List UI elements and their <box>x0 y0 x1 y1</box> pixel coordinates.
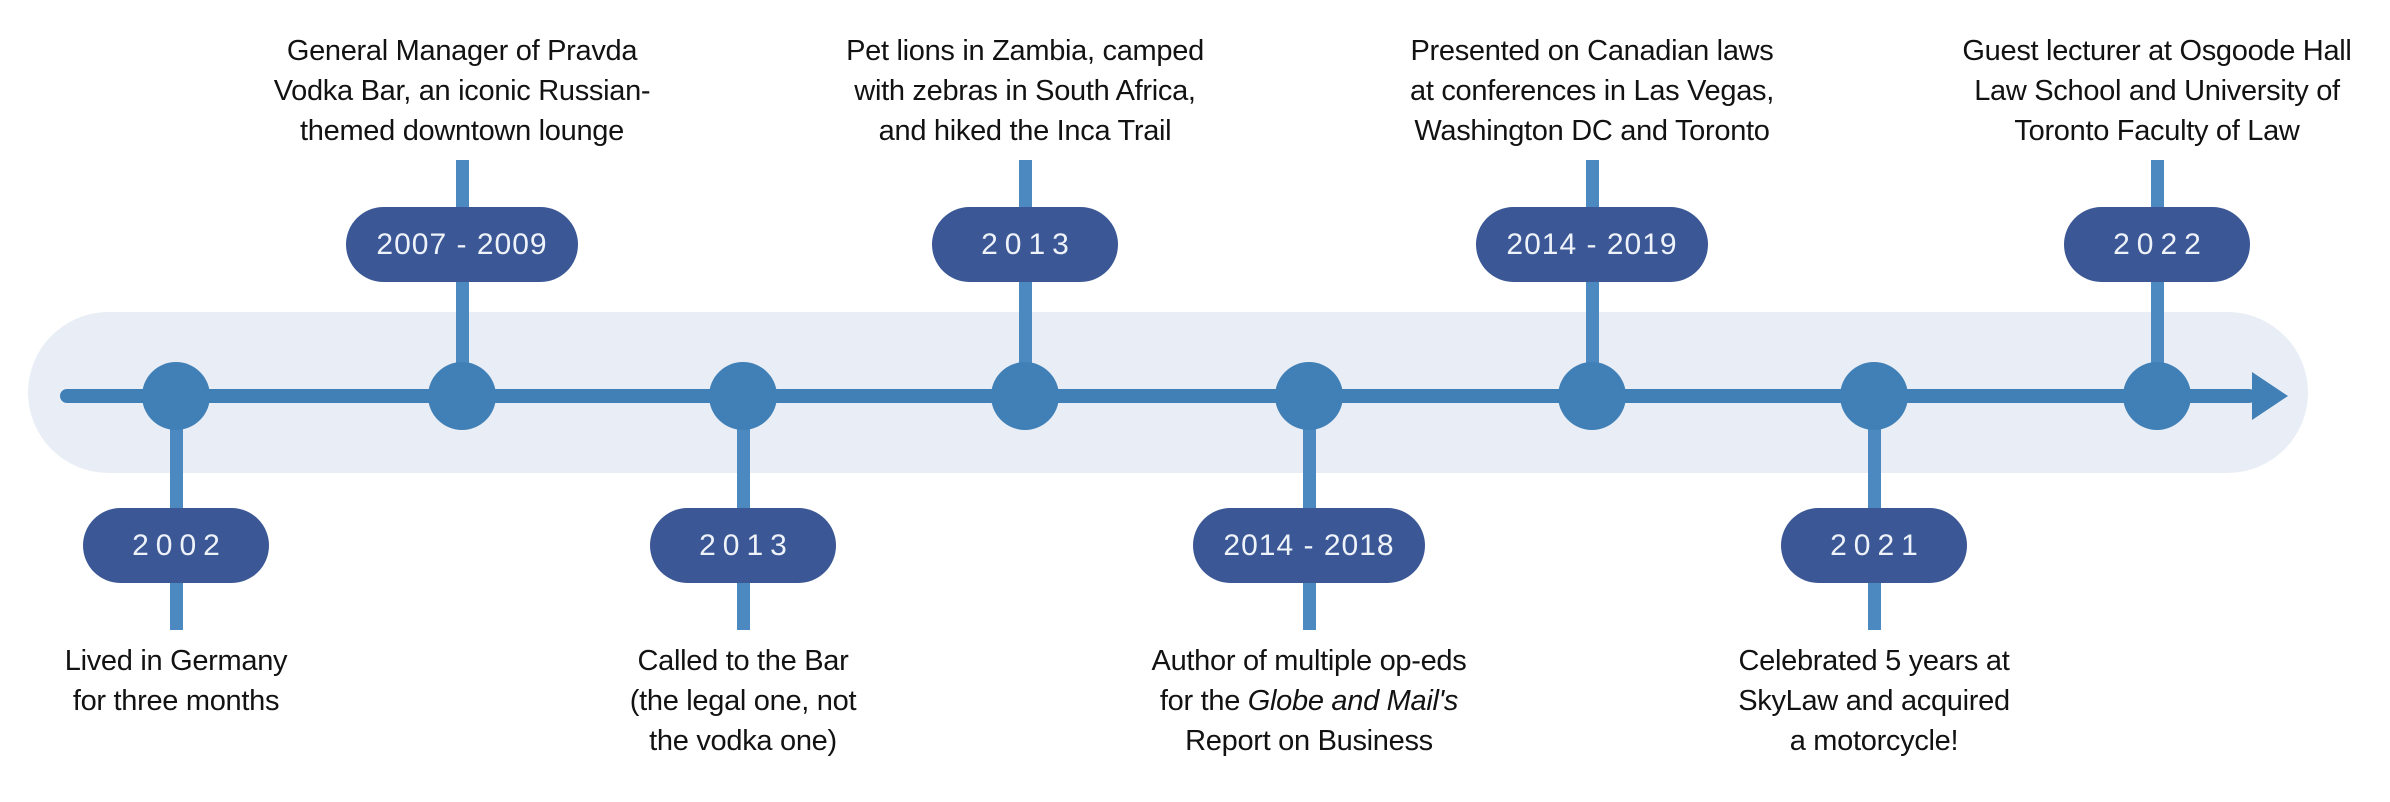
timeline-dot <box>709 362 777 430</box>
event-description-line: General Manager of Pravda <box>286 35 638 67</box>
year-badge: 2002 <box>83 508 269 583</box>
timeline-dot <box>428 362 496 430</box>
year-badge: 2007 - 2009 <box>346 207 578 282</box>
event-description-line: for the Globe and Mail's <box>1069 681 1549 721</box>
event-description-line: Author of multiple op-eds <box>1151 645 1467 677</box>
timeline-dot <box>1558 362 1626 430</box>
year-badge: 2013 <box>932 207 1118 282</box>
timeline-dot <box>991 362 1059 430</box>
event-description-line: Washington DC and Toronto <box>1414 115 1770 147</box>
event-description-line: for three months <box>72 685 280 717</box>
year-badge: 2014 - 2019 <box>1476 207 1708 282</box>
year-badge: 2021 <box>1781 508 1967 583</box>
event-description-line: Pet lions in Zambia, camped <box>846 35 1204 67</box>
event-description-line: the vodka one) <box>649 725 837 757</box>
timeline-dot <box>1840 362 1908 430</box>
event-description-line: themed downtown lounge <box>300 115 624 147</box>
event-description-line: Lived in Germany <box>64 645 288 677</box>
arrow-right-icon <box>2252 372 2288 420</box>
timeline-dot <box>142 362 210 430</box>
event-description-line: SkyLaw and acquired <box>1738 685 2010 717</box>
event-description: General Manager of Pravda Vodka Bar, an … <box>222 31 702 151</box>
event-description-line: Toronto Faculty of Law <box>2014 115 2300 147</box>
event-description-line: Guest lecturer at Osgoode Hall <box>1962 35 2352 67</box>
year-badge: 2014 - 2018 <box>1193 508 1425 583</box>
year-badge: 2022 <box>2064 207 2250 282</box>
event-description: Lived in Germany for three months <box>0 641 416 721</box>
event-description-line: with zebras in South Africa, <box>854 75 1196 107</box>
event-description-line: Celebrated 5 years at <box>1738 645 2010 677</box>
event-description-text: for the <box>1159 685 1248 717</box>
event-description: Presented on Canadian laws at conference… <box>1352 31 1832 151</box>
timeline-axis <box>60 389 2256 403</box>
event-description-line: a motorcycle! <box>1789 725 1959 757</box>
timeline-dot <box>2123 362 2191 430</box>
event-description-line: at conferences in Las Vegas, <box>1409 75 1774 107</box>
event-description-line: (the legal one, not <box>629 685 857 717</box>
event-description-line: Vodka Bar, an iconic Russian- <box>273 75 651 107</box>
event-description: Author of multiple op-eds for the Globe … <box>1069 641 1549 761</box>
event-description: Celebrated 5 years at SkyLaw and acquire… <box>1634 641 2114 761</box>
event-description: Called to the Bar (the legal one, not th… <box>503 641 983 761</box>
event-description-line: Law School and University of <box>1974 75 2340 107</box>
event-description-italic: Globe and Mail's <box>1247 685 1459 717</box>
year-badge: 2013 <box>650 508 836 583</box>
event-description-line: Report on Business <box>1185 725 1433 757</box>
event-description-line: Presented on Canadian laws <box>1410 35 1774 67</box>
event-description-line: Called to the Bar <box>637 645 849 677</box>
event-description: Guest lecturer at Osgoode Hall Law Schoo… <box>1917 31 2390 151</box>
timeline-dot <box>1275 362 1343 430</box>
event-description-line: and hiked the Inca Trail <box>878 115 1172 147</box>
event-description: Pet lions in Zambia, camped with zebras … <box>785 31 1265 151</box>
